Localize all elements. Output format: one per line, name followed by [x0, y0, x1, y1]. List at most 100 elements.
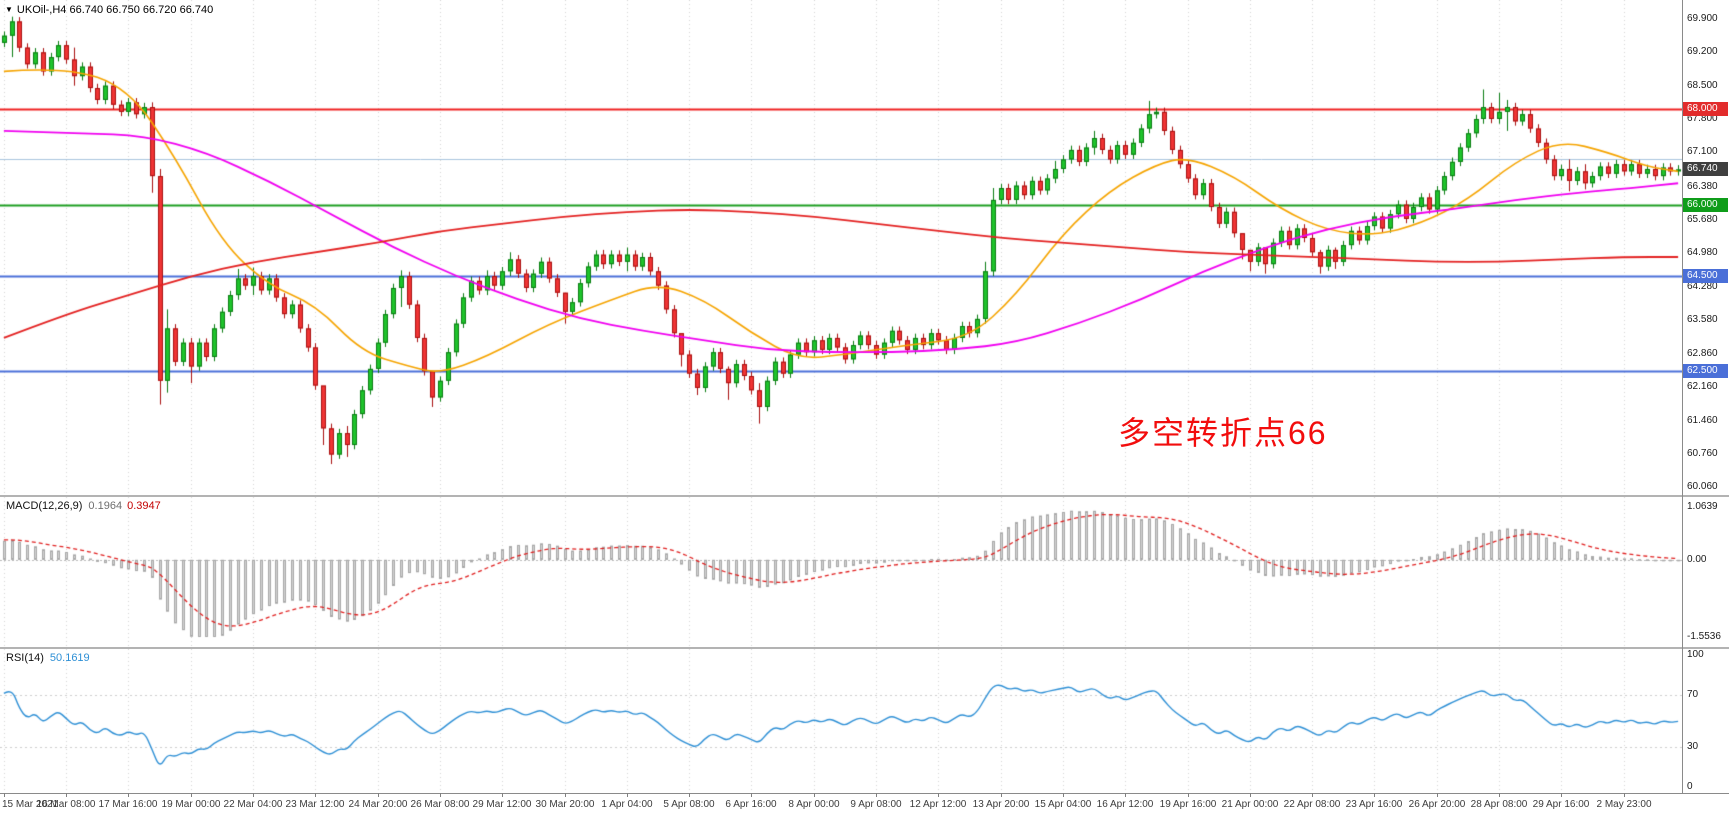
price-axis-label: 66.380: [1687, 181, 1718, 192]
price-axis-label: 60.760: [1687, 448, 1718, 459]
macd-axis-label: 1.0639: [1687, 501, 1718, 512]
time-tick: [66, 793, 67, 797]
time-tick: [502, 793, 503, 797]
price-axis-label: 62.860: [1687, 348, 1718, 359]
price-badge-68.000: 68.000: [1683, 102, 1728, 116]
price-axis-label: 60.060: [1687, 481, 1718, 492]
rsi-value: 50.1619: [49, 652, 90, 664]
price-axis-label: 64.980: [1687, 247, 1718, 258]
time-tick: [1063, 793, 1064, 797]
rsi-axis-label: 100: [1687, 649, 1704, 660]
time-axis-label: 21 Apr 00:00: [1221, 799, 1279, 810]
time-axis-label: 9 Apr 08:00: [850, 799, 902, 810]
time-tick: [315, 793, 316, 797]
time-axis[interactable]: [0, 793, 1729, 827]
time-axis-label: 23 Apr 16:00: [1345, 799, 1403, 810]
time-tick: [1624, 793, 1625, 797]
time-axis-label: 15 Mar 2021: [2, 799, 59, 810]
time-axis-label: 28 Apr 08:00: [1470, 799, 1528, 810]
time-axis-label: 29 Mar 12:00: [472, 799, 532, 810]
time-axis-label: 24 Mar 20:00: [348, 799, 408, 810]
price-badge-66.000: 66.000: [1683, 198, 1728, 212]
time-tick: [1250, 793, 1251, 797]
time-axis-label: 5 Apr 08:00: [663, 799, 715, 810]
time-axis-label: 17 Mar 16:00: [98, 799, 158, 810]
time-axis-label: 19 Mar 00:00: [161, 799, 221, 810]
price-badge-62.500: 62.500: [1683, 364, 1728, 378]
time-tick: [1188, 793, 1189, 797]
time-axis-label: 16 Apr 12:00: [1096, 799, 1154, 810]
time-tick: [627, 793, 628, 797]
time-axis-label: 29 Apr 16:00: [1532, 799, 1590, 810]
time-tick: [4, 793, 5, 797]
price-axis-label: 65.680: [1687, 214, 1718, 225]
time-tick: [253, 793, 254, 797]
time-axis-label: 23 Mar 12:00: [285, 799, 345, 810]
time-axis-label: 13 Apr 20:00: [972, 799, 1030, 810]
chart-ohlc-label: UKOil-,H4 66.740 66.750 66.720 66.740: [16, 4, 214, 16]
chinese-annotation-text[interactable]: 多空转折点66: [1118, 415, 1328, 451]
price-axis-label: 69.200: [1687, 46, 1718, 57]
rsi-axis-label: 70: [1687, 689, 1699, 700]
time-axis-label: 26 Apr 20:00: [1408, 799, 1466, 810]
time-tick: [1125, 793, 1126, 797]
rsi-indicator-canvas[interactable]: [0, 649, 1682, 793]
symbol-dropdown-icon[interactable]: ▼: [5, 5, 13, 14]
price-badge-66.740: 66.740: [1683, 162, 1728, 176]
time-axis-label: 30 Mar 20:00: [535, 799, 595, 810]
time-axis-label: 1 Apr 04:00: [601, 799, 653, 810]
price-axis-label: 64.280: [1687, 281, 1718, 292]
main-price-chart-canvas[interactable]: [0, 0, 1682, 495]
rsi-axis-label: 30: [1687, 741, 1699, 752]
time-tick: [191, 793, 192, 797]
macd-axis-label: -1.5536: [1687, 631, 1721, 642]
price-axis-label: 67.100: [1687, 146, 1718, 157]
time-tick: [814, 793, 815, 797]
time-tick: [1312, 793, 1313, 797]
time-axis-label: 19 Apr 16:00: [1159, 799, 1217, 810]
price-axis-label: 63.580: [1687, 314, 1718, 325]
rsi-name: RSI(14): [6, 652, 44, 664]
price-axis-label: 67.800: [1687, 113, 1718, 124]
time-tick: [1374, 793, 1375, 797]
price-badge-64.500: 64.500: [1683, 269, 1728, 283]
time-tick: [689, 793, 690, 797]
time-tick: [128, 793, 129, 797]
time-axis-label: 22 Mar 04:00: [223, 799, 283, 810]
time-tick: [440, 793, 441, 797]
macd-signal-value: 0.3947: [127, 500, 161, 512]
price-axis-label: 62.160: [1687, 381, 1718, 392]
price-axis-label: 68.500: [1687, 80, 1718, 91]
time-tick: [1001, 793, 1002, 797]
macd-axis-label: 0.00: [1687, 554, 1707, 565]
time-tick: [751, 793, 752, 797]
time-tick: [565, 793, 566, 797]
macd-main-value: 0.1964: [88, 500, 123, 512]
panel-separator[interactable]: [0, 647, 1729, 649]
time-tick: [1499, 793, 1500, 797]
rsi-axis-label: 0: [1687, 781, 1693, 792]
time-axis-label: 8 Apr 00:00: [788, 799, 840, 810]
time-axis-label: 15 Apr 04:00: [1034, 799, 1092, 810]
time-axis-label: 2 May 23:00: [1596, 799, 1652, 810]
macd-indicator-canvas[interactable]: [0, 497, 1682, 647]
time-tick: [876, 793, 877, 797]
price-axis-border: [1682, 0, 1683, 793]
price-axis-label: 69.900: [1687, 13, 1718, 24]
time-axis-label: 12 Apr 12:00: [909, 799, 967, 810]
time-axis-label: 16 Mar 08:00: [36, 799, 96, 810]
time-tick: [1561, 793, 1562, 797]
time-tick: [1437, 793, 1438, 797]
time-axis-label: 26 Mar 08:00: [410, 799, 470, 810]
macd-indicator-label: MACD(12,26,9) 0.1964 0.3947: [6, 500, 161, 512]
time-axis-label: 6 Apr 16:00: [725, 799, 777, 810]
time-tick: [938, 793, 939, 797]
time-axis-label: 22 Apr 08:00: [1283, 799, 1341, 810]
rsi-indicator-label: RSI(14) 50.1619: [6, 652, 90, 664]
macd-name: MACD(12,26,9): [6, 500, 83, 512]
price-axis-label: 61.460: [1687, 415, 1718, 426]
panel-separator[interactable]: [0, 495, 1729, 497]
chart-title: ▼ UKOil-,H4 66.740 66.750 66.720 66.740: [5, 4, 213, 16]
time-tick: [378, 793, 379, 797]
